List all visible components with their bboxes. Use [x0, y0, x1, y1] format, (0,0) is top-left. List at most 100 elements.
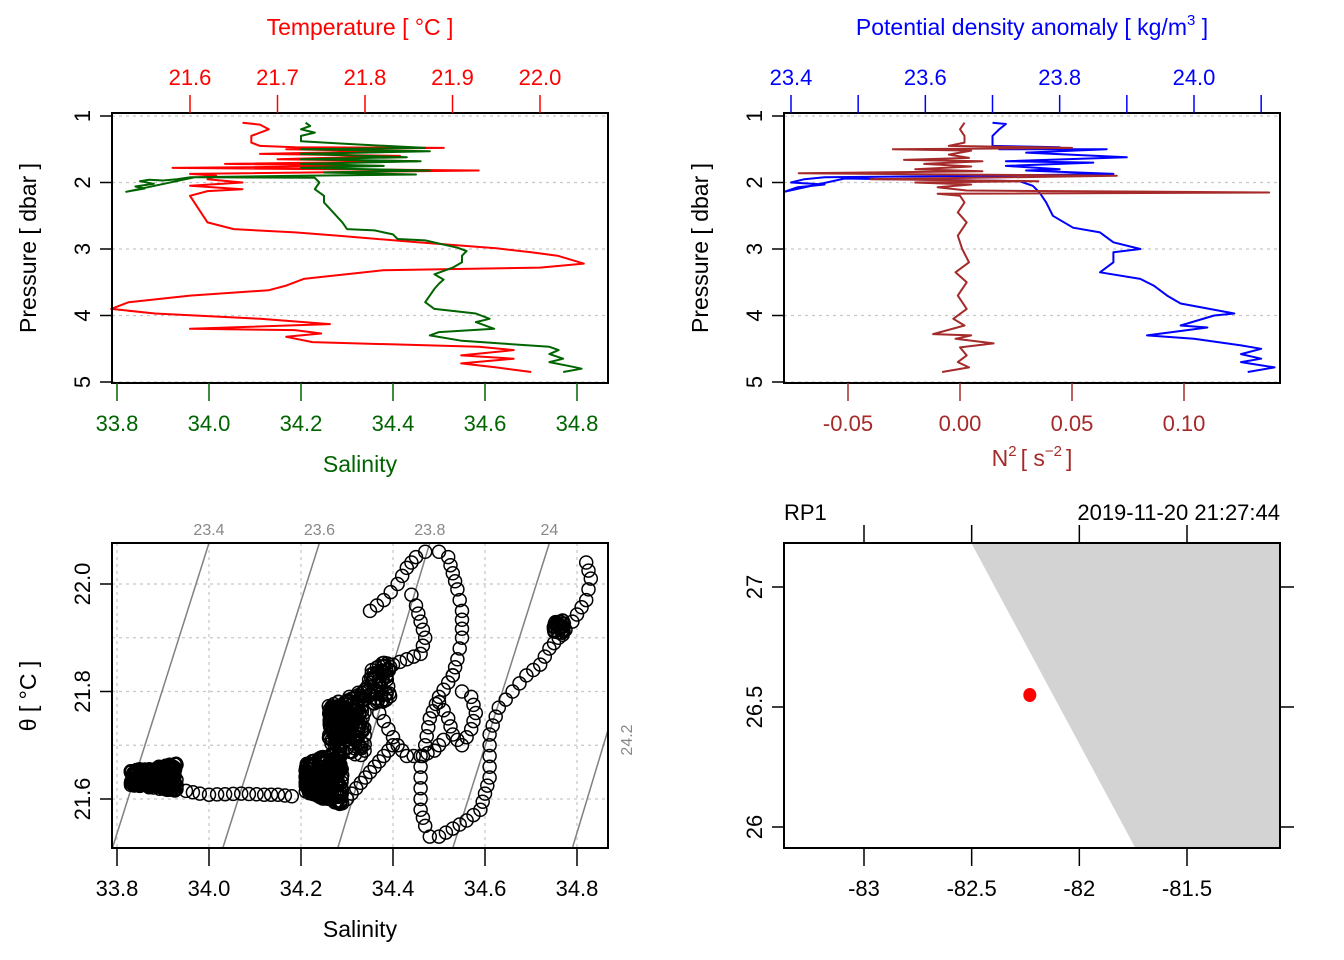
ts-point [411, 606, 426, 621]
p4-station [1023, 688, 1037, 702]
ts-point [379, 669, 394, 685]
ts-point [482, 759, 497, 775]
ts-point [454, 738, 470, 753]
p1-salinity-tick-label: 34.8 [556, 411, 599, 436]
ts-point [452, 817, 467, 832]
ts-point [443, 557, 458, 573]
ts-point [334, 775, 349, 790]
isopycnal-line [222, 542, 321, 849]
p2-series [783, 121, 1276, 373]
ts-point [415, 622, 431, 637]
ts-point [394, 568, 410, 584]
ts-point [334, 784, 350, 799]
ts-point [578, 592, 594, 608]
ts-point [325, 752, 341, 767]
ts-point [413, 791, 428, 807]
p2-density-tick-label: 23.4 [770, 65, 813, 90]
p2-bottom-title-rest: [ s [1021, 445, 1045, 471]
ts-point [339, 697, 354, 712]
ts-point [551, 619, 567, 635]
ts-point [331, 739, 347, 754]
p1-temperature-tick-label: 21.6 [169, 65, 212, 90]
ts-point [542, 641, 557, 656]
ts-point [445, 668, 461, 683]
ts-point [376, 748, 392, 764]
p2-y-tick-label: 2 [742, 176, 767, 188]
ts-point [399, 560, 415, 576]
ts-point [482, 748, 497, 764]
p2-bottom-title-sup: 2 [1008, 443, 1016, 460]
ts-point [371, 705, 387, 721]
ts-point [436, 703, 451, 718]
p3-x-axis-title: Salinity [323, 916, 398, 942]
ts-point [482, 727, 497, 742]
p1-y-tick-label: 4 [70, 309, 95, 321]
ts-point [344, 786, 359, 801]
ts-point [192, 786, 208, 801]
ts-point [316, 790, 332, 805]
ts-point [123, 765, 139, 780]
ts-point [339, 791, 355, 807]
p3-frame [111, 542, 609, 849]
ts-point [452, 592, 467, 608]
p3-y-tick-label: 21.8 [70, 670, 95, 713]
ts-point [371, 754, 387, 769]
ts-point [383, 584, 398, 600]
ts-point [463, 721, 479, 737]
p1-y-tick-label: 1 [70, 110, 95, 122]
ts-point [468, 705, 484, 721]
ts-point [445, 566, 461, 581]
p1-axes: 1 2 3 4 5 33.8 34.0 34.2 34.4 34.6 34.8 21.6 21.7 21.… [70, 65, 598, 436]
ts-point [306, 770, 322, 785]
ts-point [185, 785, 201, 800]
isopycnal-line [111, 542, 210, 849]
p2-y-tick-label: 4 [742, 309, 767, 321]
ts-point [385, 657, 401, 672]
p2-y-tick-label: 5 [742, 376, 767, 388]
ts-point [454, 612, 470, 628]
ts-point [466, 713, 481, 729]
ts-point [454, 603, 470, 619]
ts-point [454, 684, 470, 699]
p4-y-tick-label: 26 [742, 815, 767, 839]
p3-axes: 33.8 34.0 34.2 34.4 34.6 34.8 21.6 21.8 22.0 [70, 563, 598, 901]
ts-point [406, 748, 421, 764]
p4-title-right: 2019-11-20 21:27:44 [1077, 500, 1280, 525]
p2-n2-tick-label: -0.05 [823, 411, 873, 436]
ts-point [130, 777, 146, 793]
p4-x-tick-label: -82 [1063, 876, 1095, 901]
p2-y-tick-label: 3 [742, 243, 767, 255]
p2-bottom-axis-title: N2 [ s−2] [992, 443, 1073, 471]
ts-point [369, 694, 385, 710]
p2-n2-tick-label: 0.10 [1163, 411, 1206, 436]
p4-frame [783, 542, 1281, 849]
ts-point [375, 665, 390, 680]
p1-salinity-tick-label: 34.0 [188, 411, 231, 436]
ts-point [415, 638, 431, 654]
p3-x-tick-label: 34.6 [464, 876, 507, 901]
ts-point [413, 646, 428, 662]
ts-point [512, 676, 527, 691]
p3-y-tick-label: 22.0 [70, 563, 95, 606]
ts-point [532, 657, 548, 672]
ts-point [498, 692, 513, 707]
ts-point [427, 743, 442, 758]
p3-x-tick-label: 34.2 [280, 876, 323, 901]
ts-point [381, 743, 396, 758]
ts-point [421, 720, 436, 735]
p2-axes: 1 2 3 4 5 -0.05 0.00 0.05 0.10 23.4 23.6 23.8 24.0 [742, 65, 1262, 436]
ts-point [583, 571, 599, 586]
p2-n2-tick-label: 0.00 [939, 411, 982, 436]
p4-title-left: RP1 [784, 500, 827, 525]
ts-point [263, 787, 279, 802]
ts-point [569, 607, 585, 622]
ts-point [440, 675, 456, 690]
ts-point [348, 738, 363, 754]
ts-point [324, 712, 339, 727]
ts-point [488, 709, 503, 724]
ts-point [163, 766, 179, 781]
ts-point [480, 778, 495, 793]
ts-point [399, 652, 415, 667]
station-marker [1023, 688, 1037, 702]
ts-point [399, 748, 415, 764]
